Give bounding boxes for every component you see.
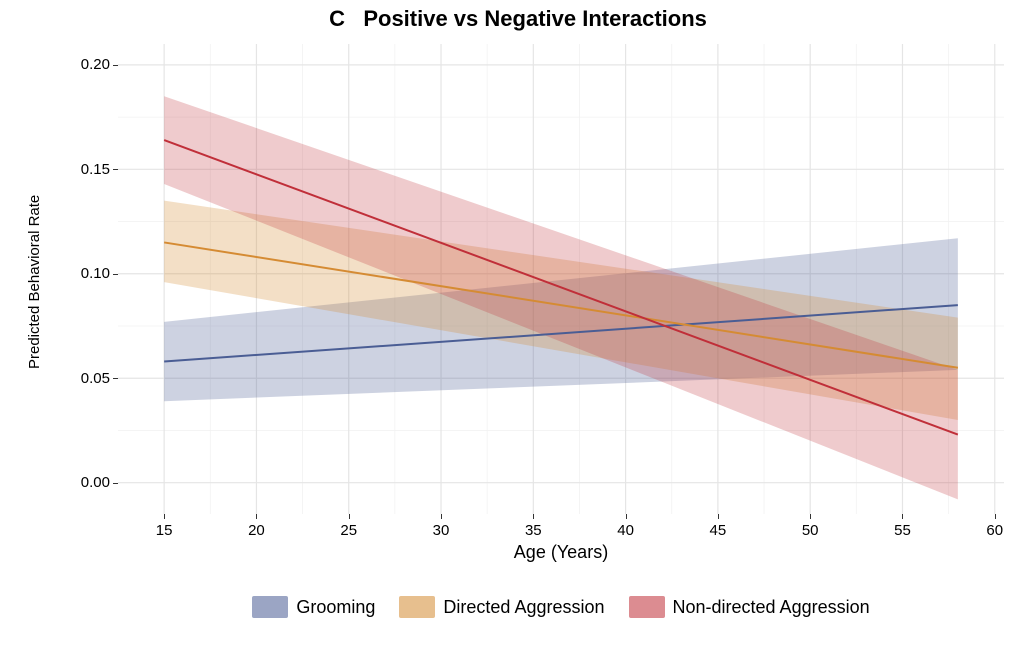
legend-swatch (252, 596, 288, 618)
x-tick (810, 514, 811, 519)
y-tick-label: 0.15 (60, 161, 110, 178)
legend-swatch (629, 596, 665, 618)
x-tick (256, 514, 257, 519)
legend-label: Directed Aggression (443, 597, 604, 618)
x-tick (995, 514, 996, 519)
x-tick-label: 15 (144, 522, 184, 539)
legend-label: Non-directed Aggression (673, 597, 870, 618)
x-tick (902, 514, 903, 519)
plot-area (118, 44, 1004, 514)
x-tick (718, 514, 719, 519)
x-tick (164, 514, 165, 519)
legend-item-grooming: Grooming (252, 596, 375, 618)
x-tick-label: 45 (698, 522, 738, 539)
y-axis-label: Predicted Behavioral Rate (26, 195, 43, 369)
y-tick (113, 65, 118, 66)
y-tick (113, 169, 118, 170)
y-tick (113, 483, 118, 484)
x-tick-label: 50 (790, 522, 830, 539)
y-tick (113, 274, 118, 275)
x-tick-label: 30 (421, 522, 461, 539)
legend-swatch (399, 596, 435, 618)
x-tick-label: 60 (975, 522, 1015, 539)
legend-label: Grooming (296, 597, 375, 618)
legend-item-directed-aggression: Directed Aggression (399, 596, 604, 618)
y-tick-label: 0.05 (60, 370, 110, 387)
panel-letter: C (329, 6, 345, 31)
y-tick-label: 0.10 (60, 265, 110, 282)
x-tick (533, 514, 534, 519)
x-tick-label: 25 (329, 522, 369, 539)
legend-item-non-directed-aggression: Non-directed Aggression (629, 596, 870, 618)
chart-title-text: Positive vs Negative Interactions (363, 6, 707, 31)
x-tick (441, 514, 442, 519)
x-tick-label: 20 (236, 522, 276, 539)
x-tick (626, 514, 627, 519)
x-tick-label: 35 (513, 522, 553, 539)
chart-title: C Positive vs Negative Interactions (0, 6, 1036, 32)
chart-svg (118, 44, 1004, 514)
x-tick-label: 55 (882, 522, 922, 539)
legend: Grooming Directed Aggression Non-directed … (118, 596, 1004, 618)
chart-page: C Positive vs Negative Interactions Pred… (0, 0, 1036, 646)
x-axis-label: Age (Years) (118, 542, 1004, 563)
x-tick-label: 40 (606, 522, 646, 539)
y-tick-label: 0.20 (60, 56, 110, 73)
x-tick (349, 514, 350, 519)
y-tick (113, 378, 118, 379)
y-tick-label: 0.00 (60, 474, 110, 491)
